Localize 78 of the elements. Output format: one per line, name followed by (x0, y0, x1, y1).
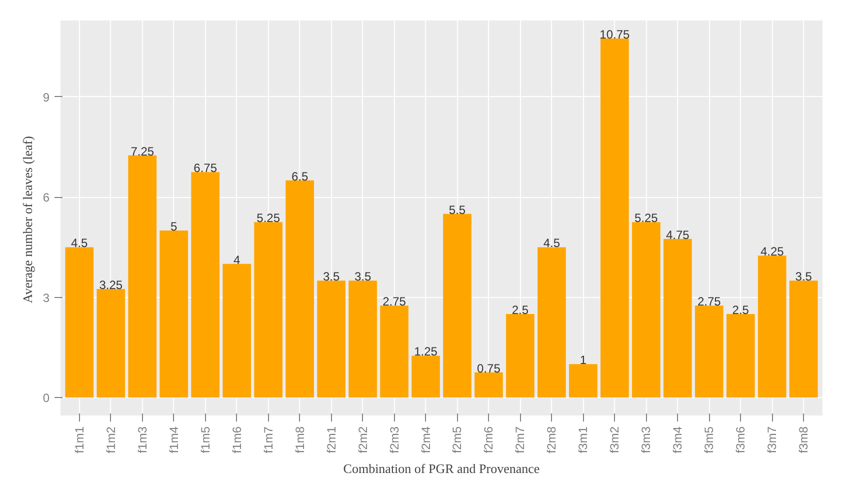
x-tick-label: f1m3 (135, 426, 150, 454)
x-tick-label: f2m6 (482, 426, 496, 454)
x-tick-label: f1m1 (72, 426, 86, 454)
data-label: 5.25 (256, 211, 280, 226)
x-tick-label: f1m7 (261, 426, 276, 454)
x-tick-label: f3m8 (796, 426, 811, 454)
y-tick-label: 3 (42, 290, 50, 305)
data-label: 4.25 (760, 244, 784, 259)
data-label: 2.75 (697, 294, 722, 309)
data-label: 10.75 (600, 28, 630, 42)
data-label: 1 (580, 353, 587, 368)
x-tick-label: f2m2 (356, 426, 370, 454)
x-tick-label: f2m1 (324, 426, 338, 454)
x-tick-label: f2m8 (544, 426, 559, 454)
bar (443, 214, 472, 398)
bar (694, 306, 724, 398)
x-tick-label: f2m5 (450, 426, 464, 454)
data-label: 3.25 (99, 278, 123, 292)
data-label: 3.5 (354, 270, 372, 284)
data-label: 7.25 (130, 144, 154, 158)
bar (506, 314, 534, 398)
bar (160, 230, 188, 398)
x-tick-label: f3m2 (608, 426, 622, 454)
bar (726, 314, 755, 398)
data-label: 2.5 (512, 302, 529, 317)
bar (65, 247, 94, 398)
x-tick-label: f1m2 (104, 426, 118, 454)
data-label: 4.5 (71, 236, 88, 250)
y-tick-label: 0 (42, 390, 50, 405)
data-label: 6.5 (291, 169, 308, 184)
bar (758, 256, 786, 398)
bar (348, 280, 377, 398)
y-tick-label: 6 (42, 190, 50, 205)
data-label: 5 (170, 220, 178, 234)
x-tick-label: f3m1 (576, 426, 590, 454)
data-label: 6.75 (194, 161, 218, 176)
bar (128, 155, 157, 398)
bar (569, 364, 598, 398)
bar (412, 356, 440, 398)
y-tick-label: 9 (42, 90, 50, 104)
bar (380, 306, 408, 398)
x-tick-label: f3m7 (765, 426, 780, 454)
data-label: 5.5 (448, 202, 466, 217)
x-tick-label: f3m5 (702, 426, 716, 454)
bar (286, 180, 314, 398)
bar (663, 238, 692, 398)
data-label: 0.75 (477, 361, 501, 376)
bar (600, 38, 629, 398)
bar (474, 372, 503, 398)
data-label: 5.25 (634, 211, 658, 226)
x-tick-label: f1m8 (292, 426, 307, 454)
x-tick-label: f3m4 (670, 426, 685, 454)
x-tick-label: f3m3 (639, 426, 654, 454)
bar (254, 222, 282, 398)
data-label: 4 (233, 252, 240, 267)
data-label: 4.5 (543, 236, 560, 250)
bar (222, 264, 251, 398)
x-tick-label: f1m4 (166, 426, 181, 454)
data-label: 1.25 (414, 344, 438, 359)
x-tick-label: f1m6 (230, 426, 244, 454)
bar (789, 280, 818, 398)
x-tick-label: f2m3 (387, 426, 402, 454)
data-label: 4.75 (666, 228, 690, 242)
data-label: 2.5 (732, 302, 750, 317)
bar (191, 172, 220, 398)
bar (632, 222, 660, 398)
x-tick-label: f3m6 (734, 426, 748, 454)
data-label: 2.75 (382, 294, 406, 309)
bar (96, 288, 126, 398)
x-tick-label: f2m7 (513, 426, 528, 454)
data-label: 3.5 (795, 270, 812, 284)
y-axis-title: Average number of leaves (leaf) (20, 136, 35, 304)
x-tick-label: f1m5 (198, 426, 212, 454)
bar (538, 247, 566, 398)
data-label: 3.5 (322, 270, 340, 284)
bar (317, 280, 346, 398)
x-tick-label: f2m4 (418, 426, 433, 454)
x-axis-title: Combination of PGR and Provenance (343, 461, 540, 476)
